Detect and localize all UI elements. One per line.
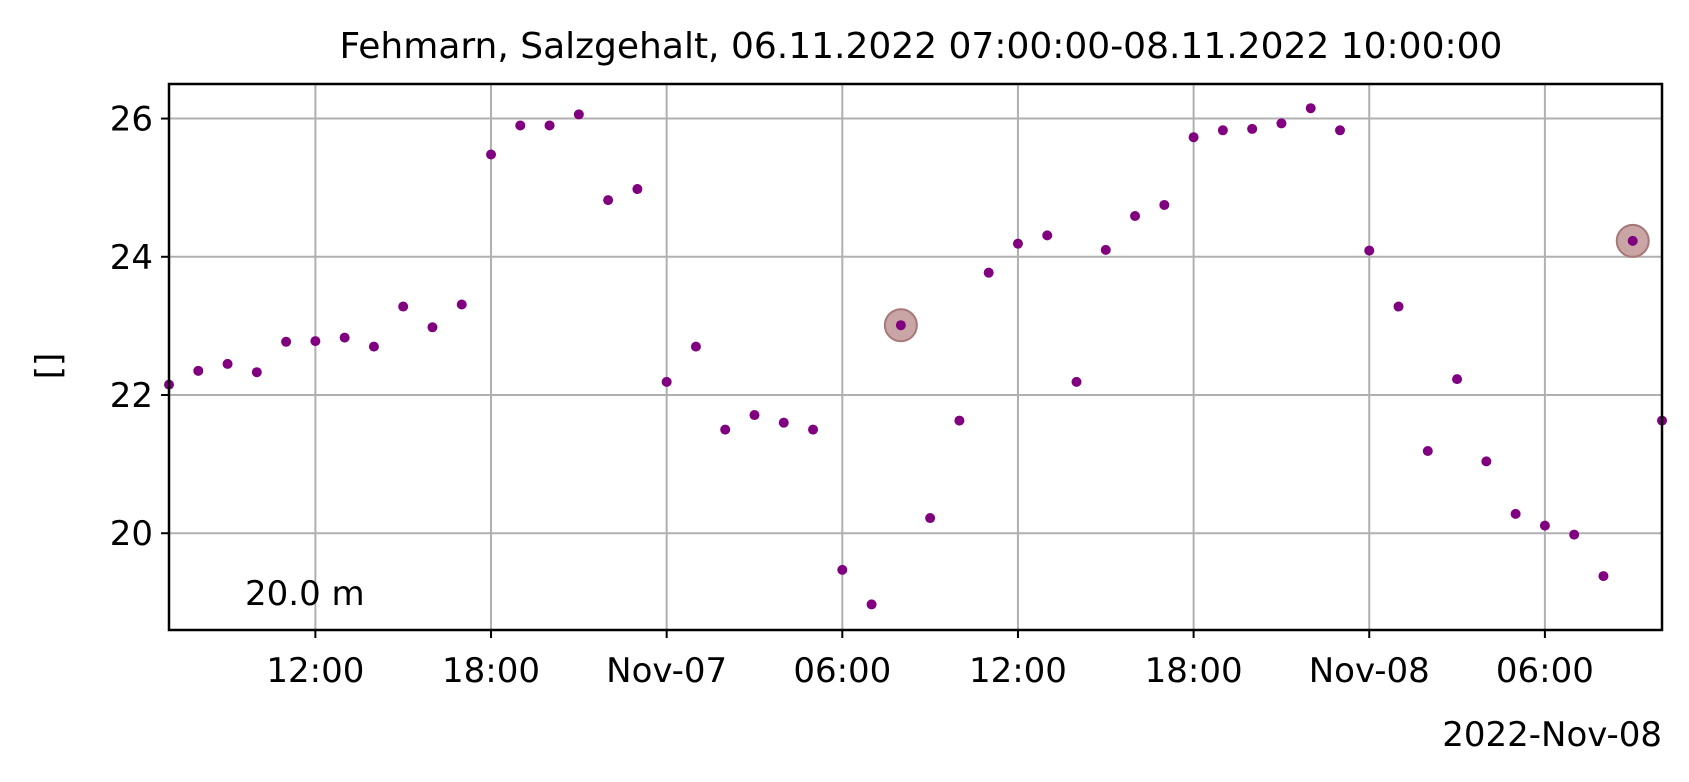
data-point [1334,125,1345,136]
data-point [1452,374,1463,385]
data-point [339,332,350,343]
x-tick-label: 06:00 [1496,651,1594,691]
y-tick-label: 22 [110,376,153,416]
data-point [720,424,731,435]
x-tick-label: 12:00 [969,651,1067,691]
x-tick-label: Nov-08 [1309,651,1430,691]
data-point [1510,508,1521,519]
data-point [427,322,438,333]
axis-ticks: 12:00 18:00 Nov-07 06:00 12:00 18:00 Nov-08 06:… [110,100,1594,691]
data-point [1100,244,1111,255]
data-point [456,299,467,310]
data-point [1159,199,1170,210]
data-point [837,564,848,575]
y-tick-label: 24 [110,238,153,278]
data-point [1627,235,1638,246]
data-point [1130,211,1141,222]
data-point [573,109,584,120]
data-point [983,267,994,278]
data-point [1569,529,1580,540]
data-point [310,336,321,347]
data-point [281,336,292,347]
data-point [398,301,409,312]
data-point [1247,123,1258,134]
data-point [954,415,965,426]
x-axis-offset-label: 2022-Nov-08 [1442,715,1662,755]
data-point [749,410,760,421]
data-point [1276,118,1287,129]
x-tick-label: Nov-07 [606,651,727,691]
x-tick-label: 18:00 [1145,651,1243,691]
data-point [925,513,936,524]
x-tick-label: 12:00 [266,651,364,691]
data-point [193,365,204,376]
data-point [1539,520,1550,531]
data-point [1042,230,1053,241]
data-point [661,376,672,387]
data-point [603,195,614,206]
y-tick-label: 20 [110,514,153,554]
data-point [515,120,526,131]
plot-area [167,82,1664,632]
x-tick-label: 06:00 [793,651,891,691]
data-point [778,417,789,428]
data-point [1305,103,1316,114]
y-tick-label: 26 [110,100,153,140]
depth-annotation: 20.0 m [245,574,365,614]
data-point [866,599,877,610]
data-point [1188,132,1199,143]
data-point [1217,125,1228,136]
data-point [251,367,262,378]
data-point [1598,571,1609,582]
data-point [1393,301,1404,312]
data-point [544,120,555,131]
data-point [1364,245,1375,256]
data-point [895,320,906,331]
data-point [486,149,497,160]
grid [169,84,1662,630]
data-point [1012,238,1023,249]
data-point [1422,445,1433,456]
data-point [690,341,701,352]
data-point [808,424,819,435]
chart-title: Fehmarn, Salzgehalt, 06.11.2022 07:00:00… [340,26,1503,67]
x-tick-label: 18:00 [442,651,540,691]
y-axis-label: [] [29,353,69,380]
data-point [1481,456,1492,467]
data-point [368,341,379,352]
data-point [222,358,233,369]
data-point [1071,376,1082,387]
data-point [632,184,643,195]
